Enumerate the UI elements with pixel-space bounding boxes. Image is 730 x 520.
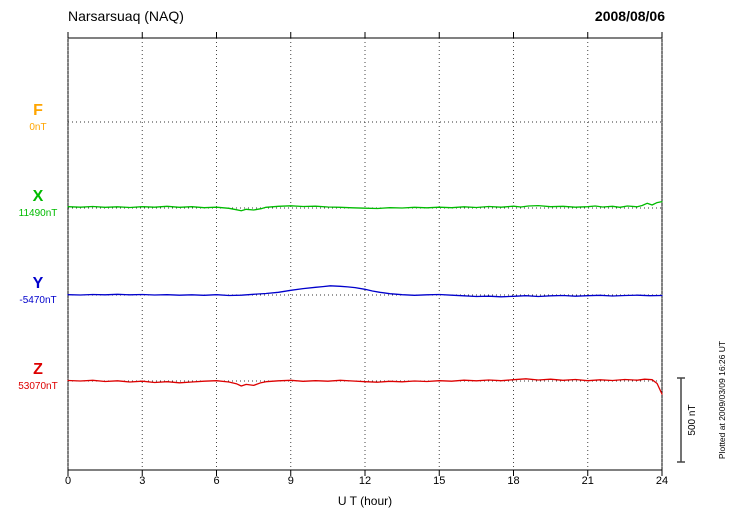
x-tick-24: 24: [655, 475, 669, 487]
plotted-at-note: Plotted at 2009/03/09 16:26 UT: [717, 340, 727, 460]
date-label: 2008/08/06: [594, 8, 665, 24]
trace-label-y: Y -5470nT: [6, 276, 70, 306]
trace-label-f: F 0nT: [6, 103, 70, 133]
trace-letter-x: X: [32, 188, 44, 205]
trace-label-x: X 11490nT: [6, 189, 70, 219]
trace-x: [67, 200, 663, 212]
trace-baseline-value-z: 53070nT: [18, 381, 58, 392]
x-tick-18: 18: [507, 475, 520, 487]
x-tick-15: 15: [433, 475, 446, 487]
x-tick-12: 12: [358, 475, 372, 487]
station-title: Narsarsuaq (NAQ): [68, 8, 184, 24]
trace-letter-f: F: [33, 102, 43, 119]
trace-baseline-value-f: 0nT: [29, 122, 47, 133]
trace-label-z: Z 53070nT: [6, 362, 70, 392]
trace-y: [67, 285, 663, 298]
scalebar-label: 500 nT: [687, 404, 698, 436]
x-tick-3: 3: [139, 475, 146, 487]
x-axis-title: U T (hour): [337, 494, 393, 508]
x-tick-6: 6: [213, 475, 220, 487]
trace-letter-y: Y: [32, 275, 44, 292]
trace-baseline-value-y: -5470nT: [19, 295, 57, 306]
trace-letter-z: Z: [33, 361, 43, 378]
trace-baseline-value-x: 11490nT: [18, 208, 58, 219]
x-tick-9: 9: [287, 475, 294, 487]
x-tick-21: 21: [581, 475, 594, 487]
trace-z: [67, 378, 663, 395]
x-tick-0: 0: [64, 475, 72, 487]
